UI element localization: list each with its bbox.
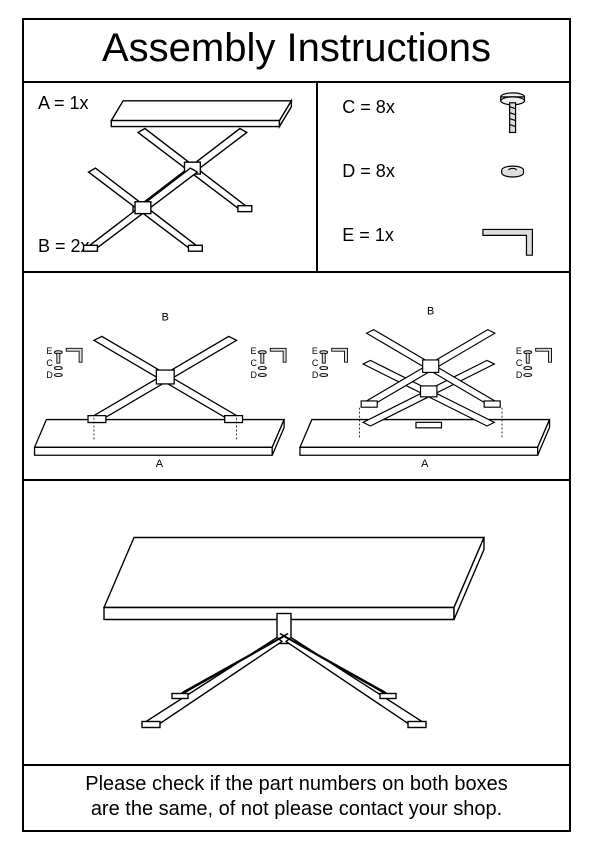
svg-text:C: C — [312, 358, 319, 368]
page-title: Assembly Instructions — [24, 20, 569, 83]
svg-text:D: D — [250, 370, 256, 380]
step1-a-label: A — [156, 458, 164, 470]
svg-text:A: A — [421, 458, 429, 470]
svg-text:C: C — [516, 358, 523, 368]
svg-text:E: E — [312, 346, 318, 356]
svg-text:D: D — [312, 370, 318, 380]
svg-text:D: D — [516, 370, 522, 380]
parts-inventory: A = 1x B = 2x — [24, 83, 569, 273]
step1-d-label: D — [46, 370, 52, 380]
svg-text:C: C — [250, 358, 257, 368]
assembly-steps: B E C D E C D A — [24, 273, 569, 481]
footer-line-2: are the same, of not please contact your… — [34, 797, 559, 822]
assembled-table-diagram — [24, 481, 569, 764]
parts-right-panel: C = 8x D = 8x E = 1x — [318, 83, 569, 271]
parts-ab-diagram — [24, 83, 316, 271]
svg-text:B: B — [427, 306, 434, 318]
step1-c-label: C — [46, 358, 53, 368]
svg-text:E: E — [516, 346, 522, 356]
step1-b-label: B — [162, 312, 169, 324]
steps-diagram: B E C D E C D A — [24, 273, 569, 479]
step1-e-label: E — [46, 346, 52, 356]
footer-line-1: Please check if the part numbers on both… — [34, 772, 559, 797]
svg-text:E: E — [250, 346, 256, 356]
parts-cde-diagram — [318, 83, 569, 271]
final-assembly — [24, 481, 569, 766]
parts-left-panel: A = 1x B = 2x — [24, 83, 318, 271]
footer-note: Please check if the part numbers on both… — [24, 766, 569, 830]
